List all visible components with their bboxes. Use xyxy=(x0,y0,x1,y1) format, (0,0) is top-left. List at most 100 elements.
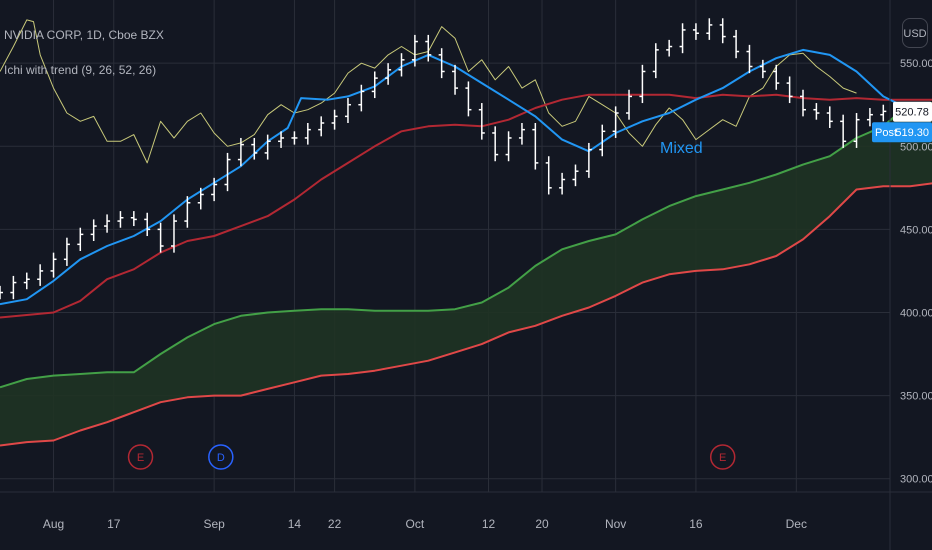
senkou-a-line xyxy=(0,102,932,389)
price-bar xyxy=(90,219,97,242)
price-bar xyxy=(251,137,258,160)
event-marker-circle[interactable] xyxy=(208,444,234,470)
event-marker-e[interactable]: E xyxy=(127,444,154,470)
price-bar xyxy=(572,164,579,187)
price-bar xyxy=(666,39,673,57)
cloud-fill xyxy=(0,103,932,446)
price-bar xyxy=(452,64,459,95)
price-bar xyxy=(318,116,325,137)
price-bar xyxy=(184,196,191,228)
price-bar xyxy=(304,123,311,145)
x-tick-label: Oct xyxy=(406,517,425,531)
price-bar xyxy=(853,113,860,148)
price-bar xyxy=(197,187,204,210)
price-bar xyxy=(599,124,606,157)
price-bar xyxy=(398,53,405,77)
kijun-line xyxy=(0,93,932,319)
price-bar xyxy=(291,131,298,145)
price-bar xyxy=(170,214,177,253)
price-bar xyxy=(679,23,686,54)
price-bar xyxy=(63,237,70,266)
price-bar xyxy=(706,18,713,40)
senkou-b-line xyxy=(0,182,932,447)
price-bars xyxy=(0,18,887,300)
price-bar xyxy=(518,123,525,145)
price-bar xyxy=(371,71,378,99)
price-bar xyxy=(505,131,512,162)
x-tick-label: 22 xyxy=(328,517,342,531)
price-bar xyxy=(23,272,30,290)
price-bar xyxy=(626,89,633,120)
price-bar xyxy=(733,29,740,59)
price-bar xyxy=(104,214,111,233)
price-bar xyxy=(545,156,552,195)
price-bar xyxy=(157,222,164,253)
price-bar xyxy=(130,211,137,227)
price-bar xyxy=(492,126,499,162)
price-bar xyxy=(385,63,392,85)
event-marker-e[interactable]: E xyxy=(709,444,736,470)
event-marker-letter[interactable]: E xyxy=(719,452,726,464)
price-bar xyxy=(773,64,780,90)
price-bar xyxy=(826,106,833,128)
price-bar xyxy=(411,34,418,67)
price-bar xyxy=(840,114,847,148)
y-tick-label: 450.00 xyxy=(900,224,932,236)
price-bar xyxy=(478,103,485,140)
price-bar xyxy=(425,34,432,62)
price-bar xyxy=(211,177,218,202)
post-price-box xyxy=(872,122,932,143)
price-bar xyxy=(692,23,699,40)
trend-label: Mixed xyxy=(660,140,703,157)
price-bar xyxy=(278,131,285,148)
indicator-legend[interactable]: Ichi with trend (9, 26, 52, 26) xyxy=(4,63,157,77)
symbol-legend[interactable]: NVIDIA CORP, 1D, Cboe BZX xyxy=(4,28,164,42)
price-bar xyxy=(786,76,793,104)
currency-button[interactable]: USD xyxy=(902,18,928,48)
price-bar xyxy=(465,81,472,117)
x-tick-label: 14 xyxy=(288,517,302,531)
price-bar xyxy=(0,285,3,300)
event-marker-letter[interactable]: D xyxy=(217,452,225,464)
price-bar xyxy=(224,152,231,192)
x-tick-label: 17 xyxy=(107,517,121,531)
price-bar xyxy=(880,104,887,122)
price-bar xyxy=(10,275,17,300)
price-bar xyxy=(358,84,365,112)
kumo-cloud xyxy=(0,103,932,446)
price-bar xyxy=(585,142,592,178)
event-marker-letter[interactable]: E xyxy=(137,452,144,464)
x-tick-label: Aug xyxy=(43,517,64,531)
price-bar xyxy=(746,44,753,74)
event-marker-circle[interactable] xyxy=(127,444,154,470)
tenkan-line xyxy=(0,48,932,306)
y-tick-label: 350.00 xyxy=(900,391,932,403)
x-tick-label: 12 xyxy=(482,517,496,531)
y-tick-label: 550.00 xyxy=(900,58,932,70)
price-bar xyxy=(759,59,766,79)
event-marker-circle[interactable] xyxy=(709,444,736,470)
price-bar xyxy=(438,48,445,79)
price-bar xyxy=(813,103,820,120)
y-tick-label: 500.00 xyxy=(900,141,932,153)
price-bar xyxy=(639,64,646,104)
price-bar xyxy=(866,108,873,127)
price-bar xyxy=(331,109,338,130)
indicator-lines xyxy=(0,19,932,447)
price-bar xyxy=(117,211,124,228)
event-marker-d[interactable]: D xyxy=(208,444,234,470)
price-bar xyxy=(652,43,659,79)
x-tick-label: Nov xyxy=(605,517,626,531)
price-bar xyxy=(719,18,726,44)
price-bar xyxy=(37,264,44,286)
post-price-label: 519.30 xyxy=(895,127,929,139)
price-bar xyxy=(50,252,57,278)
price-bar xyxy=(532,123,539,170)
price-bar xyxy=(144,212,151,237)
last-price-box xyxy=(893,101,932,122)
y-tick-label: 300.00 xyxy=(900,474,932,486)
